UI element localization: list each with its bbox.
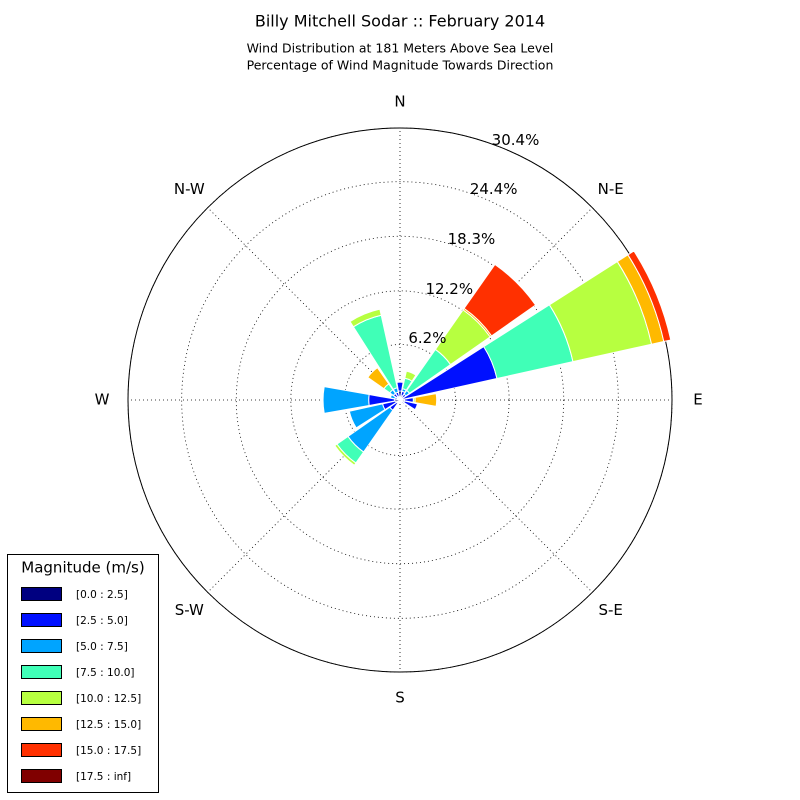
legend-swatch	[21, 717, 62, 731]
wind-bar	[403, 400, 419, 411]
wind-bar	[463, 263, 537, 337]
wind-bar	[334, 443, 357, 466]
angular-grid-line	[207, 207, 401, 401]
legend-swatch	[21, 587, 62, 601]
legend-label: [17.5 : inf]	[76, 771, 131, 783]
radial-tick-label: 12.2%	[425, 280, 473, 298]
legend-label: [10.0 : 12.5]	[76, 693, 141, 705]
legend-swatch	[21, 665, 62, 679]
legend-label: [2.5 : 5.0]	[76, 615, 128, 627]
direction-label: N-W	[174, 180, 205, 198]
radial-tick-label: 24.4%	[470, 180, 518, 198]
direction-label: N	[394, 93, 405, 111]
direction-label: W	[95, 391, 110, 409]
direction-label: S-E	[599, 601, 623, 619]
wind-bar	[367, 367, 390, 390]
legend-label: [7.5 : 10.0]	[76, 667, 134, 679]
radial-grid-line	[127, 127, 673, 673]
wind-bar	[627, 250, 672, 343]
wind-bar	[404, 370, 417, 382]
wind-bar	[322, 386, 370, 414]
wind-bar	[414, 393, 438, 407]
legend-swatch	[21, 743, 62, 757]
radial-grid-line	[290, 290, 510, 510]
legend-label: [12.5 : 15.0]	[76, 719, 141, 731]
wind-bar	[348, 403, 386, 429]
radial-grid-line	[181, 181, 619, 619]
legend-swatch	[21, 769, 62, 783]
angular-grid-line	[207, 399, 401, 593]
angular-grid-line	[399, 399, 593, 593]
radial-tick-label: 30.4%	[492, 131, 540, 149]
chart-title: Billy Mitchell Sodar :: February 2014	[255, 12, 545, 31]
legend-label: [15.0 : 17.5]	[76, 745, 141, 757]
legend-title: Magnitude (m/s)	[21, 559, 144, 577]
radial-grid-line	[344, 344, 456, 456]
wind-bar	[400, 400, 405, 405]
direction-label: S-W	[175, 601, 204, 619]
radial-grid-line	[235, 235, 565, 565]
radial-tick-label: 18.3%	[448, 230, 496, 248]
legend-swatch	[21, 691, 62, 705]
legend-label: [5.0 : 7.5]	[76, 641, 128, 653]
legend: Magnitude (m/s) [0.0 : 2.5] [2.5 : 5.0] [5.…	[7, 554, 159, 793]
legend-label: [0.0 : 2.5]	[76, 589, 128, 601]
direction-label: E	[693, 391, 702, 409]
direction-label: S	[395, 689, 405, 707]
legend-swatch	[21, 613, 62, 627]
plot-area: 6.2% 12.2% 18.3% 24.4% 30.4% N N-E E S-E S S-W W N-W	[95, 93, 703, 707]
legend-swatch	[21, 639, 62, 653]
chart-subtitle: Percentage of Wind Magnitude Towards Dir…	[247, 58, 554, 73]
wind-bar	[349, 308, 382, 328]
wind-bar	[396, 381, 404, 392]
direction-label: N-E	[598, 180, 624, 198]
chart-subtitle: Wind Distribution at 181 Meters Above Se…	[247, 41, 554, 56]
radial-tick-label: 6.2%	[408, 329, 446, 347]
